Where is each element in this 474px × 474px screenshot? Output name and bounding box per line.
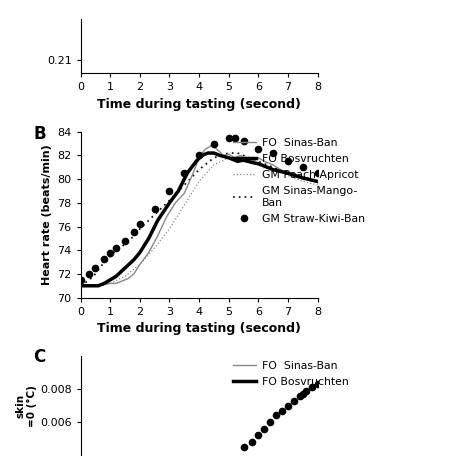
Text: B: B	[33, 125, 46, 143]
Y-axis label: Heart rate (beats/min): Heart rate (beats/min)	[42, 144, 52, 285]
Y-axis label: skin
=0 (°C): skin =0 (°C)	[15, 384, 37, 427]
Text: C: C	[33, 348, 46, 366]
X-axis label: Time during tasting (second): Time during tasting (second)	[97, 322, 301, 335]
X-axis label: Time during tasting (second): Time during tasting (second)	[97, 98, 301, 111]
Legend: Ban, GM Straw-Kiwi-Ban: Ban, GM Straw-Kiwi-Ban	[221, 0, 366, 1]
Legend: FO  Sinas-Ban, FO Bosvruchten, GM Peach-Apricot, GM Sinas-Mango-
Ban, GM Straw-K: FO Sinas-Ban, FO Bosvruchten, GM Peach-A…	[228, 134, 369, 228]
Legend: FO  Sinas-Ban, FO Bosvruchten: FO Sinas-Ban, FO Bosvruchten	[228, 356, 353, 391]
